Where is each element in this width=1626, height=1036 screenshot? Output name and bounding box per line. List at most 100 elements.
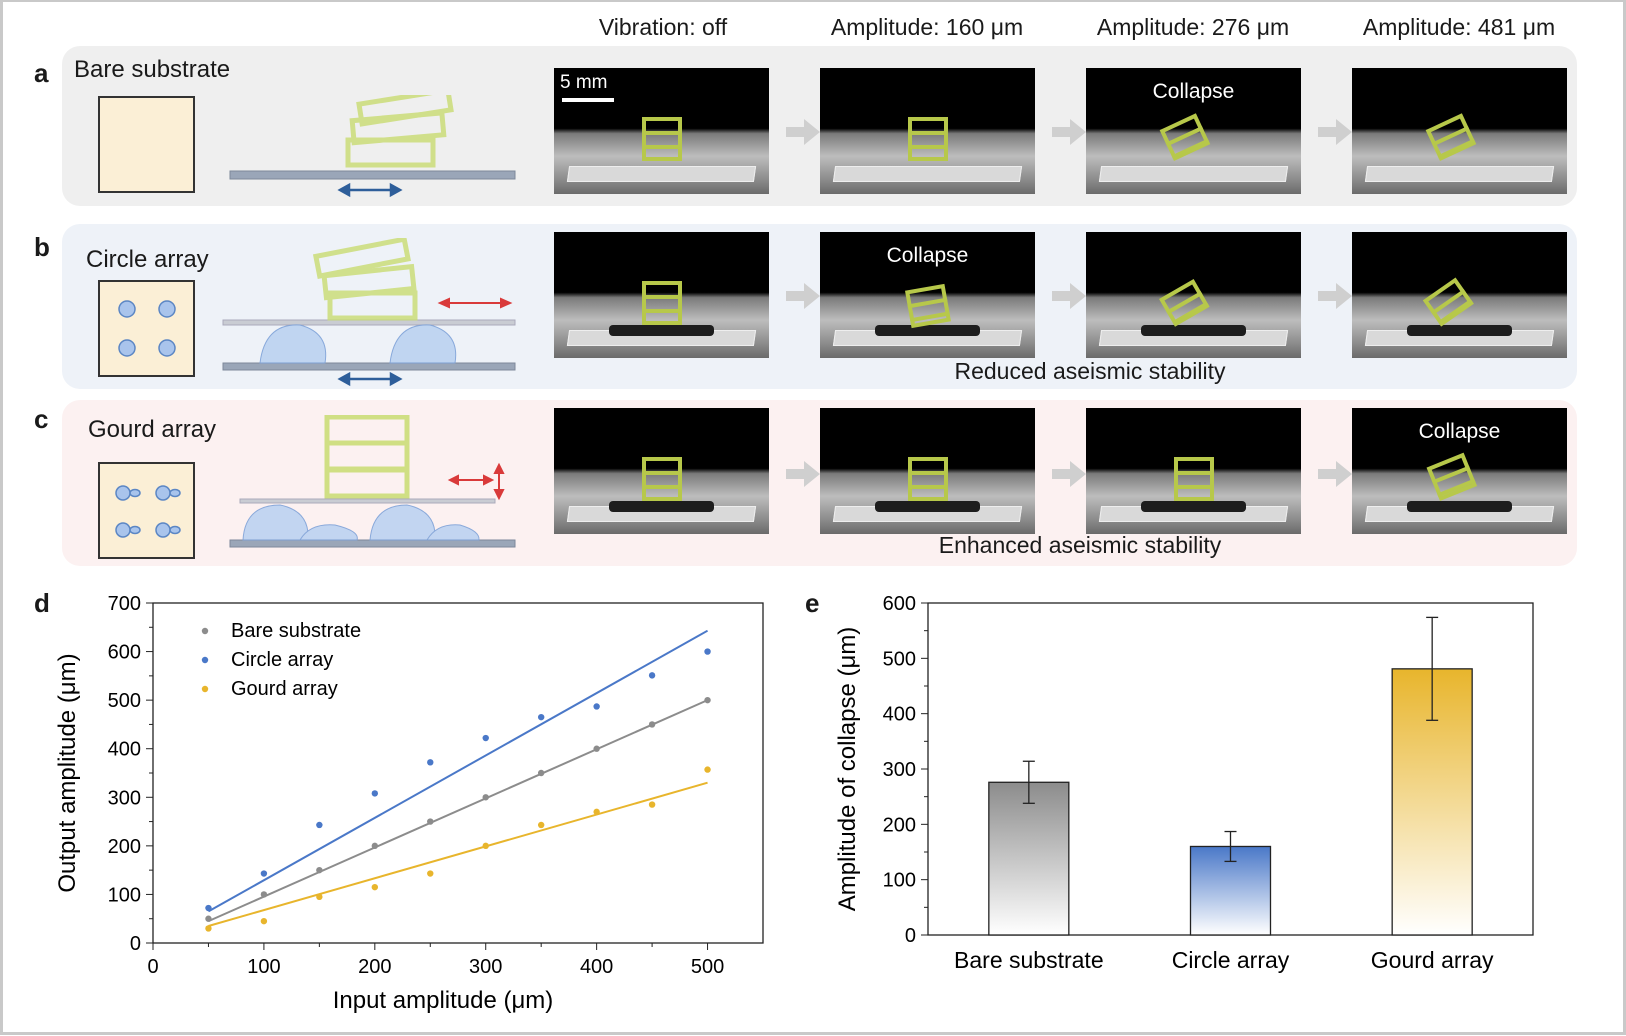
category-label: Circle array [1172, 947, 1290, 973]
panel-a-title: Bare substrate [74, 56, 231, 83]
scale-label: 5 mm [560, 72, 608, 93]
data-point [260, 870, 268, 877]
bar-chart: 0 100 200 300 400 500 600 Amplitude of collapse… [834, 593, 1534, 973]
panel-letter-b: b [34, 232, 50, 262]
transition-arrow [1318, 119, 1352, 145]
x-axis-label: Input amplitude (μm) [333, 987, 554, 1014]
photo-c-off [554, 408, 769, 534]
y-tick-label: 700 [108, 593, 141, 615]
data-point [260, 891, 268, 898]
transition-arrow [786, 283, 820, 309]
photo-a-160 [820, 68, 1035, 194]
y-tick-label: 400 [108, 739, 141, 761]
panel-c-title: Gourd array [88, 416, 217, 443]
scatter-chart: 0 100 200 300 400 500 0 100 200 300 400 500 600 700 In… [54, 593, 764, 1014]
transition-arrow [786, 119, 820, 145]
data-point [427, 759, 434, 766]
y-tick-label: 600 [883, 593, 916, 615]
transition-arrow [1052, 283, 1086, 309]
category-label: Bare substrate [954, 947, 1104, 973]
legend-label: Circle array [231, 649, 333, 671]
data-point [482, 734, 489, 742]
data-point [316, 893, 323, 901]
y-tick-label: 400 [883, 704, 916, 726]
data-point [593, 745, 600, 752]
data-point [537, 821, 545, 829]
scale-bar [562, 98, 614, 102]
photo-b-off [554, 232, 769, 358]
panel-a-schematic [98, 95, 516, 198]
data-point [316, 821, 323, 829]
y-tick-label: 500 [108, 690, 141, 712]
data-point [704, 696, 711, 704]
photo-b-276 [1086, 232, 1301, 358]
data-point [593, 808, 600, 816]
panel-b-title: Circle array [86, 246, 209, 273]
data-point [648, 721, 656, 728]
x-tick-label: 500 [691, 956, 724, 978]
y-tick-label: 500 [883, 648, 916, 670]
data-point [537, 769, 545, 777]
data-point [427, 818, 434, 825]
column-header-160: Amplitude: 160 μm [830, 14, 1024, 40]
y-tick-label: 100 [108, 884, 141, 906]
data-point [593, 703, 600, 710]
legend-marker [201, 685, 209, 693]
data-point [648, 672, 656, 679]
y-axis-label: Output amplitude (μm) [54, 653, 81, 892]
transition-arrow [1052, 119, 1086, 145]
data-point [648, 801, 656, 808]
data-point [482, 794, 489, 801]
panel-b-schematic [98, 238, 516, 387]
y-tick-label: 300 [883, 759, 916, 781]
y-axis-label: Amplitude of collapse (μm) [834, 627, 861, 912]
data-point [482, 842, 489, 850]
column-header-276: Amplitude: 276 μm [1096, 14, 1290, 40]
data-point [205, 925, 212, 932]
photo-c-276 [1086, 408, 1301, 534]
photo-caption-collapse: Collapse [1418, 420, 1501, 443]
y-tick-label: 200 [883, 814, 916, 836]
photo-c-160 [820, 408, 1035, 534]
legend-marker [201, 627, 209, 635]
data-point [205, 904, 212, 912]
y-tick-label: 600 [108, 642, 141, 664]
panel-letter-c: c [34, 404, 49, 434]
data-point [371, 883, 379, 891]
data-point [371, 790, 379, 797]
data-point [316, 866, 323, 874]
data-point [260, 917, 268, 925]
y-tick-label: 300 [108, 787, 141, 809]
photo-caption-collapse: Collapse [1152, 80, 1235, 103]
y-tick-label: 0 [130, 933, 141, 955]
column-header-off: Vibration: off [598, 14, 728, 40]
data-point [537, 713, 545, 721]
photo-caption-collapse: Collapse [886, 244, 969, 267]
x-tick-label: 200 [358, 956, 391, 978]
y-tick-label: 200 [108, 836, 141, 858]
fit-line [207, 629, 709, 913]
transition-arrow [786, 461, 820, 487]
data-point [371, 842, 379, 850]
x-tick-label: 400 [580, 956, 613, 978]
category-label: Gourd array [1371, 947, 1494, 973]
transition-arrow [1318, 283, 1352, 309]
bar [988, 781, 1070, 936]
y-tick-label: 100 [883, 870, 916, 892]
data-point [704, 766, 711, 773]
photo-b-481 [1352, 232, 1567, 358]
photo-c-481: Collapse [1352, 408, 1567, 534]
column-header-481: Amplitude: 481 μm [1362, 14, 1556, 40]
x-tick-label: 100 [247, 956, 280, 978]
data-point [427, 870, 434, 877]
transition-arrow [1318, 461, 1352, 487]
note-enhanced: Enhanced aseismic stability [938, 532, 1222, 558]
x-tick-label: 0 [147, 956, 158, 978]
transition-arrow [1052, 461, 1086, 487]
photo-a-481 [1352, 68, 1567, 194]
photo-b-160: Collapse [820, 232, 1035, 358]
note-reduced: Reduced aseismic stability [954, 358, 1226, 384]
legend-marker [201, 656, 209, 664]
fit-line [208, 699, 708, 923]
